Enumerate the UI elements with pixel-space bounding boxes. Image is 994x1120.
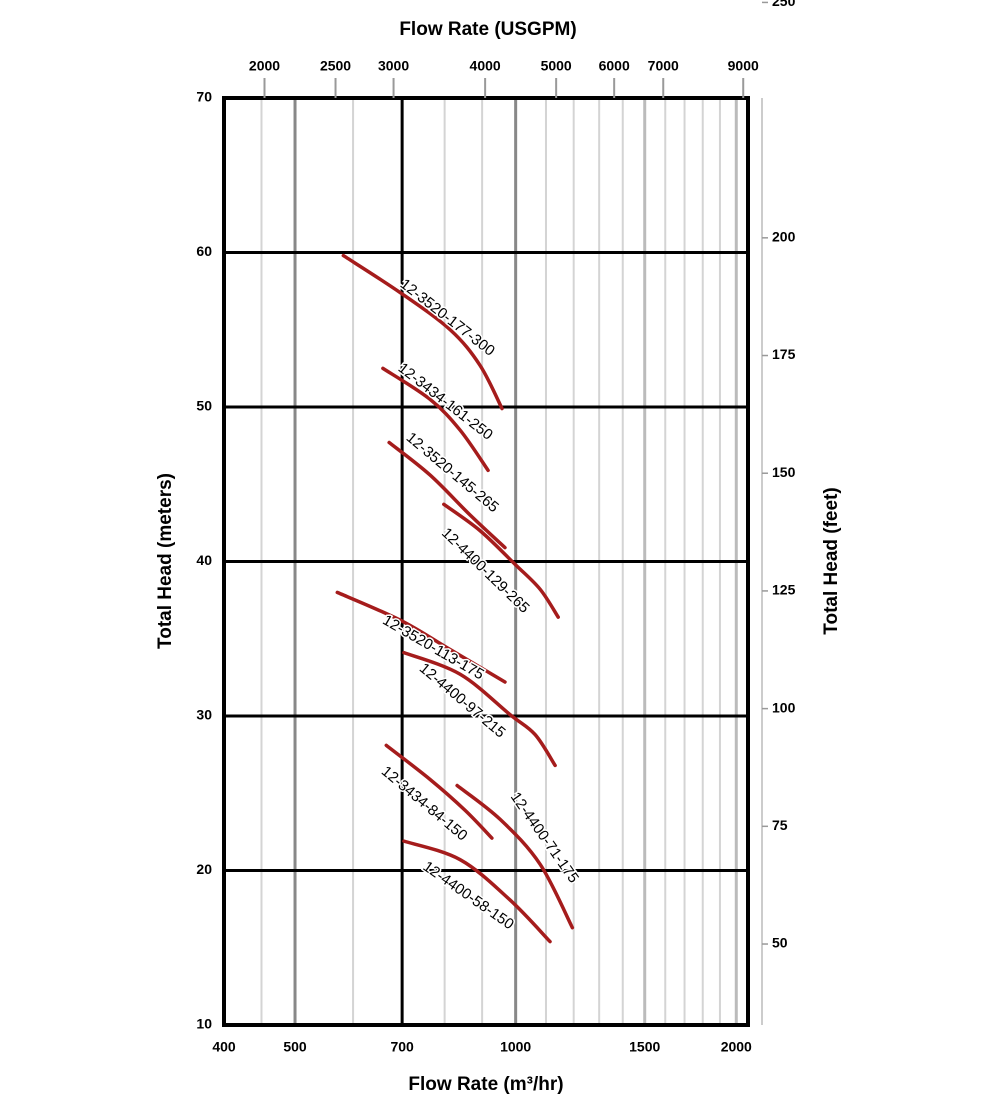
x-tick-label: 1500 <box>629 1039 660 1055</box>
x-tick-label: 700 <box>390 1039 414 1055</box>
x-tick-label: 400 <box>212 1039 236 1055</box>
pump-curve <box>384 743 494 840</box>
y2-tick-label: 50 <box>772 935 788 951</box>
curve-label: 12-4400-129-265 <box>438 525 533 617</box>
x-axis-title: Flow Rate (m³/hr) <box>408 1074 563 1095</box>
pump-curve <box>387 440 507 550</box>
x-tick-label: 2000 <box>721 1039 752 1055</box>
y-axis-title: Total Head (meters) <box>155 473 176 649</box>
x2-tick-label: 3000 <box>378 58 409 74</box>
curve-label: 12-3520-145-265 <box>403 429 502 516</box>
y2-tick-label: 175 <box>772 346 796 362</box>
pump-curve <box>381 366 490 473</box>
y2-tick-label: 100 <box>772 699 796 715</box>
x2-tick-label: 7000 <box>648 58 679 74</box>
x2-tick-label: 4000 <box>470 58 501 74</box>
pump-curve <box>341 253 504 411</box>
y2-tick-label: 250 <box>772 0 796 9</box>
y-tick-label: 60 <box>196 243 212 259</box>
pump-curve <box>402 839 552 944</box>
y2-tick-label: 75 <box>772 817 788 833</box>
y2-tick-label: 125 <box>772 582 796 598</box>
y2-tick-label: 150 <box>772 464 796 480</box>
y2-tick-label: 200 <box>772 229 796 245</box>
pump-curve <box>455 783 575 930</box>
y-tick-label: 40 <box>196 552 212 568</box>
x2-tick-label: 2500 <box>320 58 351 74</box>
x-tick-label: 500 <box>283 1039 307 1055</box>
x2-tick-label: 5000 <box>541 58 572 74</box>
pump-curve <box>402 650 557 768</box>
y-tick-label: 10 <box>196 1016 212 1032</box>
curves <box>335 253 575 944</box>
x2-tick-label: 2000 <box>249 58 280 74</box>
y2-axis-title: Total Head (feet) <box>821 487 842 634</box>
pump-curve <box>442 502 560 619</box>
y-tick-label: 30 <box>196 707 212 723</box>
top-axis-title: Flow Rate (USGPM) <box>399 19 576 40</box>
pump-curve <box>335 590 507 684</box>
x2-tick-label: 9000 <box>728 58 759 74</box>
y-tick-label: 20 <box>196 861 212 877</box>
y-tick-label: 50 <box>196 398 212 414</box>
y-tick-label: 70 <box>196 89 212 105</box>
x2-tick-label: 6000 <box>599 58 630 74</box>
x-tick-label: 1000 <box>500 1039 531 1055</box>
